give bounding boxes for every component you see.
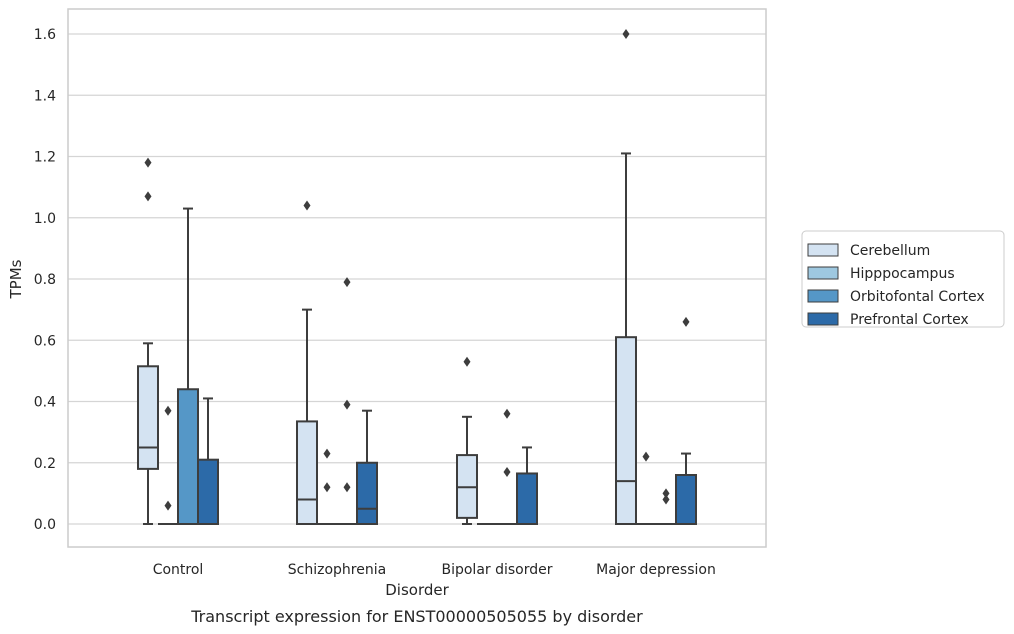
outlier-point xyxy=(463,356,471,367)
outlier-point xyxy=(682,316,690,327)
box-cerebellum xyxy=(137,157,159,525)
boxes xyxy=(137,29,697,525)
box-orbitofontal-cortex xyxy=(337,277,357,525)
legend-swatch xyxy=(807,312,839,326)
y-tick-label: 0.4 xyxy=(34,395,56,411)
box-body xyxy=(356,461,378,525)
legend-label: Cerebellum xyxy=(850,243,930,259)
x-axis-label: Disorder xyxy=(385,581,449,599)
box-hipppocampus xyxy=(317,448,337,525)
outlier-point xyxy=(164,405,172,416)
x-tick-labels: Control Schizophrenia Bipolar disorder Majo… xyxy=(153,562,716,578)
outlier-point xyxy=(144,157,152,168)
plot-frame xyxy=(67,8,767,548)
box-cerebellum xyxy=(296,200,318,525)
box-orbitofontal-cortex xyxy=(497,408,517,525)
x-tick-label: Schizophrenia xyxy=(288,562,386,578)
outlier-point xyxy=(343,482,351,493)
box-orbitofontal-cortex xyxy=(656,488,676,525)
box-body xyxy=(675,474,697,525)
x-tick-label: Bipolar disorder xyxy=(441,562,552,578)
y-tick-labels: 0.0 0.2 0.4 0.6 0.8 1.0 1.2 1.4 1.6 xyxy=(34,27,56,533)
y-tick-label: 0.2 xyxy=(34,456,56,472)
legend-label: Orbitofontal Cortex xyxy=(850,289,985,305)
y-tick-label: 0.6 xyxy=(34,333,56,349)
y-tick-label: 1.4 xyxy=(34,88,56,104)
gridlines xyxy=(68,33,766,525)
outlier-point xyxy=(323,482,331,493)
x-tick-label: Control xyxy=(153,562,204,578)
y-tick-label: 1.6 xyxy=(34,27,56,43)
box-cerebellum xyxy=(615,29,637,525)
outlier-point xyxy=(303,200,311,211)
box-prefrontal-cortex xyxy=(516,446,538,525)
outlier-point xyxy=(503,466,511,477)
outlier-point xyxy=(662,494,670,505)
box-body xyxy=(197,458,219,525)
outlier-point xyxy=(642,451,650,462)
box-prefrontal-cortex xyxy=(356,409,378,525)
legend-swatch xyxy=(807,266,839,280)
outlier-point xyxy=(323,448,331,459)
outlier-point xyxy=(662,488,670,499)
box-body xyxy=(615,336,637,525)
outlier-point xyxy=(144,191,152,202)
box-hipppocampus xyxy=(636,451,656,525)
legend-swatch xyxy=(807,289,839,303)
outlier-point xyxy=(343,277,351,288)
box-prefrontal-cortex xyxy=(675,316,697,525)
caption: Transcript expression for ENST0000050505… xyxy=(190,607,643,626)
outlier-point xyxy=(503,408,511,419)
box-body xyxy=(177,388,199,525)
legend-swatch xyxy=(807,243,839,257)
y-tick-label: 0.8 xyxy=(34,272,56,288)
box-cerebellum xyxy=(456,356,478,525)
outlier-point xyxy=(622,29,630,39)
box-prefrontal-cortex xyxy=(197,397,219,525)
legend-label: Prefrontal Cortex xyxy=(850,312,969,328)
outlier-point xyxy=(343,399,351,410)
y-axis-label: TPMs xyxy=(7,259,25,299)
y-tick-label: 0.0 xyxy=(34,517,56,533)
legend: Cerebellum Hipppocampus Orbitofontal Corte… xyxy=(801,230,1005,328)
y-tick-label: 1.2 xyxy=(34,150,56,166)
box-body xyxy=(296,420,318,525)
box-body xyxy=(516,472,538,525)
legend-label: Hipppocampus xyxy=(850,266,955,282)
box-hipppocampus xyxy=(158,405,178,525)
box-orbitofontal-cortex xyxy=(177,207,199,525)
legend-frame xyxy=(801,230,1005,328)
y-tick-label: 1.0 xyxy=(34,211,56,227)
x-tick-label: Major depression xyxy=(596,562,716,578)
box-body xyxy=(137,365,159,470)
outlier-point xyxy=(164,500,172,511)
